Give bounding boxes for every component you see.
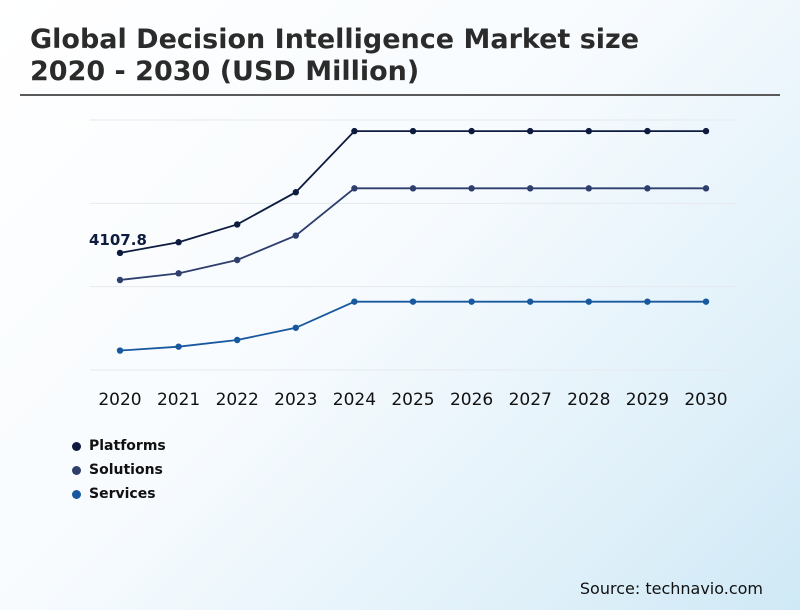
data-point-platforms <box>702 127 710 135</box>
legend-marker <box>72 441 81 451</box>
legend-marker <box>72 489 81 499</box>
data-point-services <box>527 298 534 305</box>
chart-title: Global Decision Intelligence Market size… <box>30 24 639 88</box>
data-point-solutions <box>644 185 651 192</box>
x-tick-label: 2025 <box>391 390 434 410</box>
data-point-platforms <box>644 127 651 135</box>
data-point-solutions <box>234 256 241 264</box>
source-credit: Source: technavio.com <box>579 579 763 598</box>
legend-label: Platforms <box>89 438 166 454</box>
data-point-platforms <box>116 249 124 257</box>
x-tick-label: 2028 <box>567 390 610 410</box>
data-point-services <box>292 324 299 331</box>
data-point-solutions <box>702 185 710 192</box>
data-point-solutions <box>175 270 182 277</box>
x-tick-label: 2021 <box>157 390 200 410</box>
data-point-services <box>702 298 710 305</box>
x-tick-label: 2023 <box>274 390 317 410</box>
data-point-services <box>644 298 651 305</box>
data-point-services <box>175 343 182 350</box>
data-point-platforms <box>292 189 299 196</box>
x-tick-label: 2022 <box>216 390 259 410</box>
chart-legend: Platforms Solutions Services <box>72 434 166 506</box>
chart-title-line-1: Global Decision Intelligence Market size <box>30 24 640 55</box>
legend-item-solutions: Solutions <box>72 458 166 482</box>
data-point-solutions <box>351 185 358 192</box>
x-tick-label: 2020 <box>98 390 141 410</box>
data-point-solutions <box>292 232 299 239</box>
data-point-platforms <box>175 239 182 246</box>
data-point-platforms <box>234 221 241 228</box>
data-point-platforms <box>585 127 592 135</box>
data-point-solutions <box>409 185 417 192</box>
data-point-platforms <box>468 127 475 135</box>
data-point-solutions <box>585 185 592 192</box>
data-point-services <box>409 298 417 305</box>
x-tick-label: 2026 <box>450 390 493 410</box>
data-point-solutions <box>116 276 124 284</box>
data-point-services <box>116 347 124 354</box>
chart-title-line-2: 2020 - 2030 (USD Million) <box>30 56 420 87</box>
series-line-platforms <box>119 130 706 254</box>
legend-label: Services <box>89 486 156 502</box>
data-point-solutions <box>527 185 534 192</box>
legend-item-services: Services <box>72 482 166 506</box>
x-tick-label: 2029 <box>626 390 669 410</box>
title-divider <box>20 94 780 96</box>
data-point-platforms <box>351 127 358 135</box>
legend-label: Solutions <box>89 462 163 478</box>
x-tick-label: 2027 <box>509 390 552 410</box>
data-point-services <box>468 298 475 305</box>
legend-item-platforms: Platforms <box>72 434 166 458</box>
line-chart: 4107.8 2020 2021 2022 2023 2024 2025 2026 2027 20… <box>89 119 736 410</box>
data-point-services <box>351 298 358 305</box>
data-point-services <box>234 336 241 344</box>
data-point-platforms <box>527 127 534 135</box>
series-line-services <box>119 300 706 352</box>
x-tick-label: 2024 <box>333 390 376 410</box>
data-point-services <box>585 298 592 305</box>
data-point-solutions <box>468 185 475 192</box>
legend-marker <box>72 465 81 475</box>
x-tick-label: 2030 <box>684 390 727 410</box>
data-point-platforms <box>409 127 417 135</box>
data-label: 4107.8 <box>89 231 147 249</box>
